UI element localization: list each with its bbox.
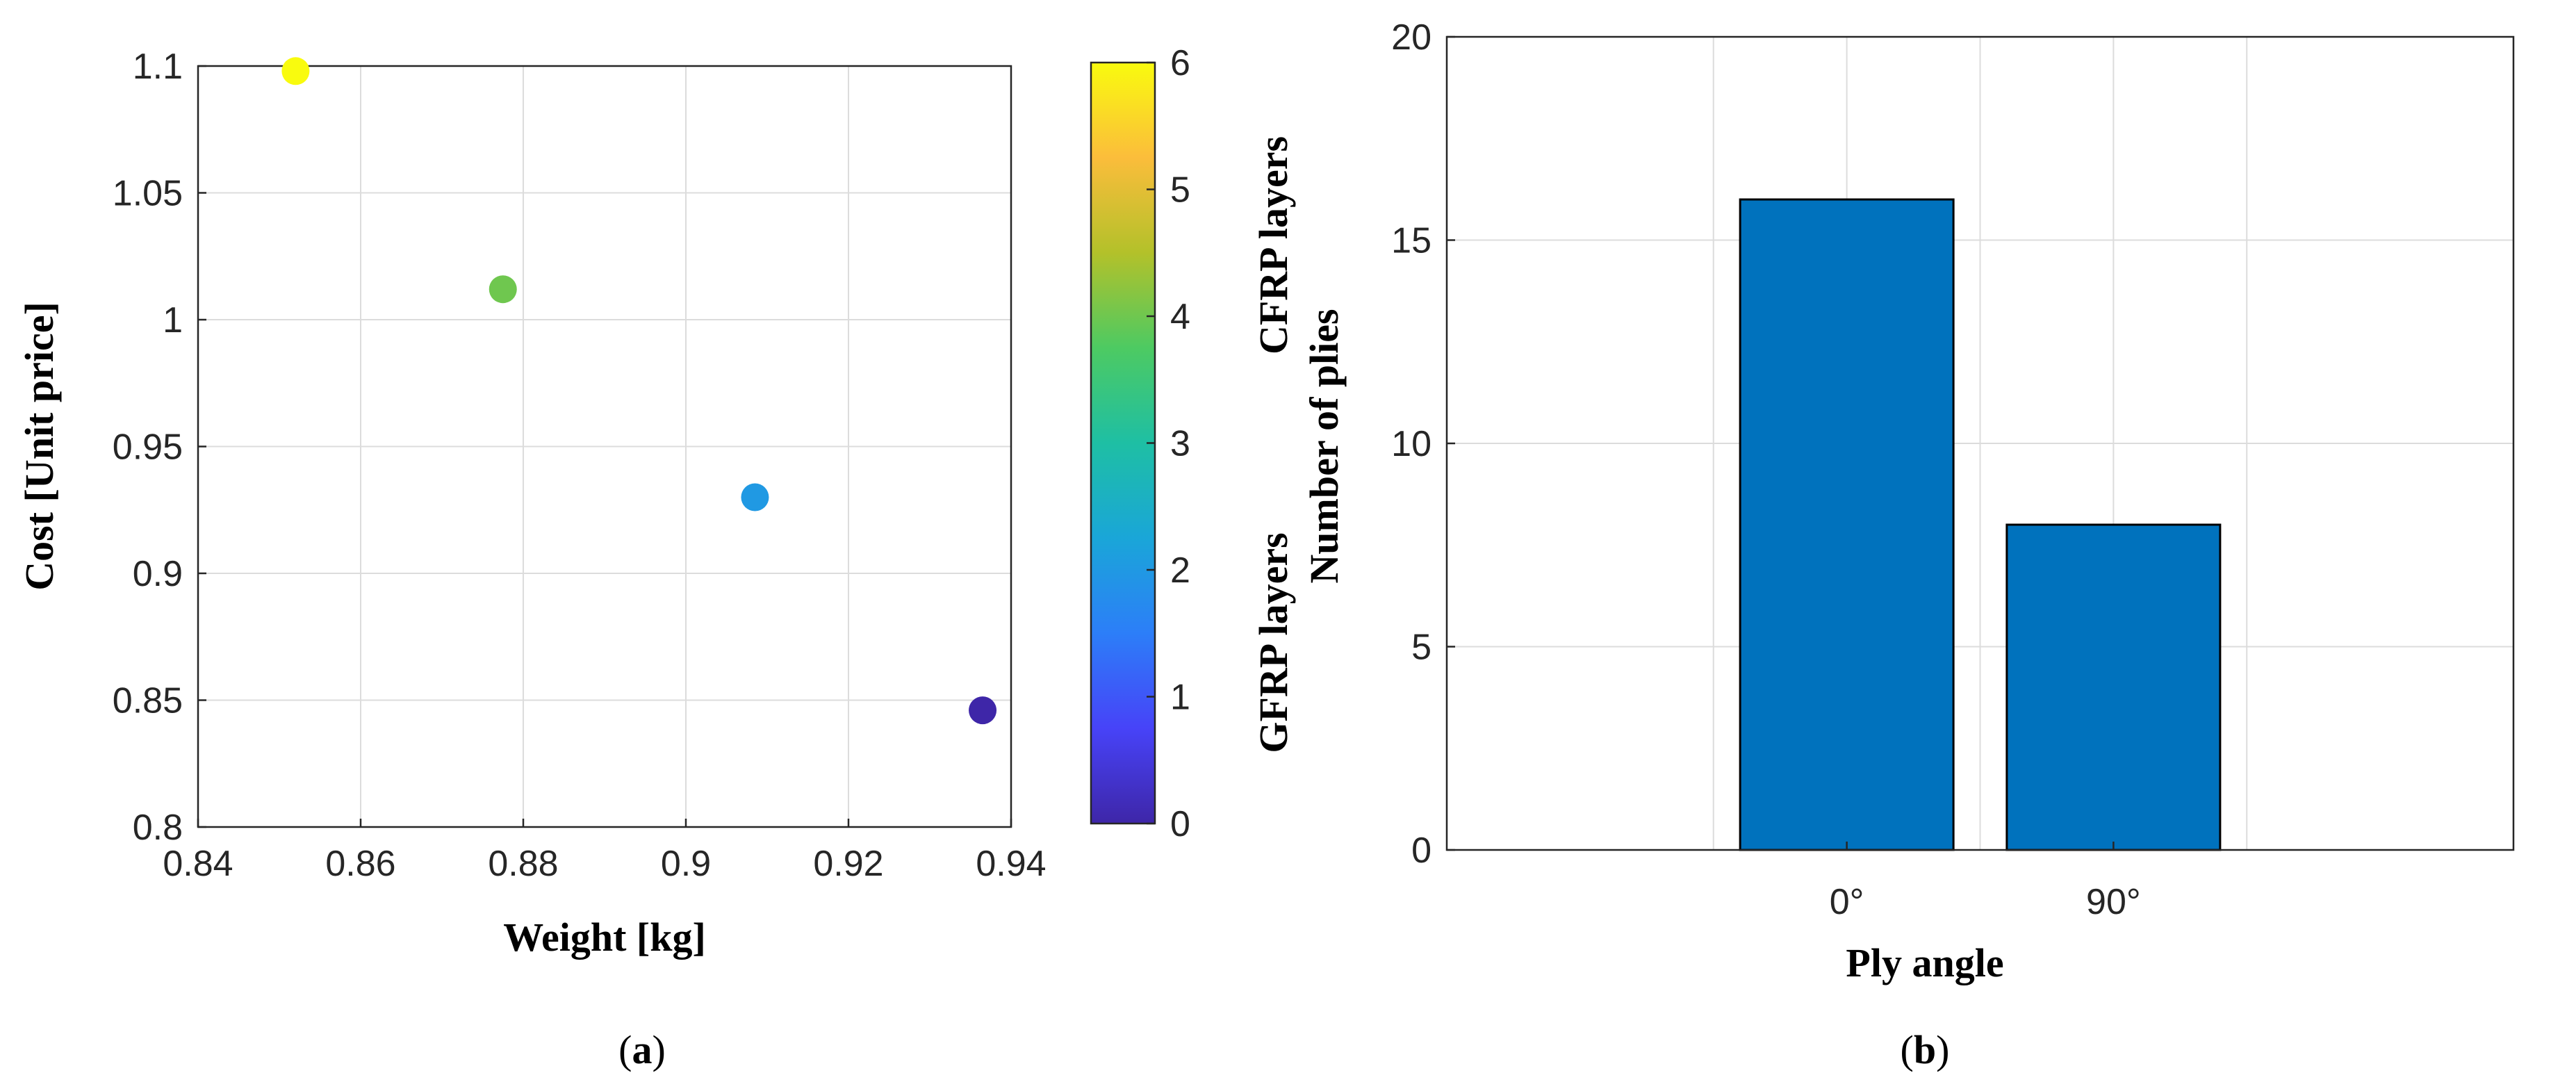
y-tick-label: 1.05: [113, 174, 183, 214]
y-tick-label: 1.1: [133, 47, 183, 87]
x-axis-title-a: Weight [kg]: [503, 915, 706, 960]
y-tick-label: 0.95: [113, 427, 183, 468]
bars: [1739, 198, 2222, 851]
ticks-b: 0 5 10 15 20 0° 90°: [1391, 17, 2141, 922]
colorbar-gradient: [1091, 63, 1155, 824]
colorbar-tick-label: 6: [1170, 43, 1190, 83]
panel-label-a-open: (: [618, 1027, 632, 1072]
colorbar-tick-label: 1: [1170, 678, 1190, 718]
x-tick-label: 0.88: [488, 844, 558, 884]
colorbar-tick-label: 0: [1170, 804, 1190, 844]
scatter-point: [489, 275, 517, 304]
grid-a: [197, 65, 1012, 828]
x-tick-label: 0.92: [813, 844, 883, 884]
y-tick-label: 0: [1411, 830, 1431, 871]
colorbar-tick-label: 3: [1170, 424, 1190, 464]
y-tick-label: 0.8: [133, 808, 183, 848]
panel-label-b: (b): [1901, 1027, 1950, 1072]
y-tick-label: 0.85: [113, 681, 183, 721]
scatter-point: [281, 57, 310, 85]
x-tick-label: 90°: [2086, 882, 2141, 922]
x-axis-title-b: Ply angle: [1846, 940, 2003, 985]
x-tick-label: 0.84: [163, 844, 233, 884]
panel-label-b-open: (: [1901, 1027, 1914, 1072]
scatter-point: [969, 696, 997, 725]
colorbar-tick-label: 4: [1170, 297, 1190, 337]
y-tick-label: 10: [1391, 424, 1431, 464]
panel-label-b-letter: b: [1914, 1027, 1936, 1072]
panel-a-scatter-chart: 0.84 0.86 0.88 0.9 0.92 0.94 0.8 0.85 0.9 0.95 1 1.…: [17, 43, 1190, 960]
y-tick-label: 20: [1391, 17, 1431, 58]
colorbar-ticks: 0 1 2 3 4 5 6: [1147, 43, 1190, 844]
panel-b-bar-chart: 0 5 10 15 20 0° 90° Ply angle: [1391, 17, 2515, 985]
scatter-point: [741, 483, 769, 511]
y-tick-label: 0.9: [133, 554, 183, 594]
x-tick-label: 0°: [1830, 882, 1864, 922]
panel-label-b-close: ): [1936, 1027, 1949, 1072]
y-tick-label: 1: [163, 300, 183, 341]
x-tick-label: 0.9: [661, 844, 711, 884]
y-axis-title-b: Number of plies: [1302, 309, 1347, 583]
colorbar: 0 1 2 3 4 5 6: [1090, 43, 1190, 844]
ticks-a: 0.84 0.86 0.88 0.9 0.92 0.94 0.8 0.85 0.9 0.95 1 1.…: [113, 47, 1047, 884]
panel-label-a: (a): [618, 1027, 666, 1072]
side-labels: CFRP layers GFRP layers Number of plies: [1251, 136, 1347, 753]
y-tick-label: 5: [1411, 628, 1431, 668]
colorbar-tick-label: 2: [1170, 550, 1190, 591]
y-axis-title-a: Cost [Unit price]: [17, 302, 62, 591]
panel-label-a-close: ): [653, 1027, 666, 1072]
colorbar-tick-label: 5: [1170, 170, 1190, 211]
y-tick-label: 15: [1391, 221, 1431, 261]
x-tick-label: 0.94: [976, 844, 1046, 884]
x-tick-label: 0.86: [325, 844, 395, 884]
panel-label-a-letter: a: [632, 1027, 653, 1072]
colorbar-label-top: CFRP layers: [1251, 136, 1296, 354]
colorbar-label-bottom: GFRP layers: [1251, 532, 1296, 753]
bar: [2005, 523, 2222, 851]
scatter-points: [281, 57, 997, 725]
bar: [1739, 198, 1955, 851]
